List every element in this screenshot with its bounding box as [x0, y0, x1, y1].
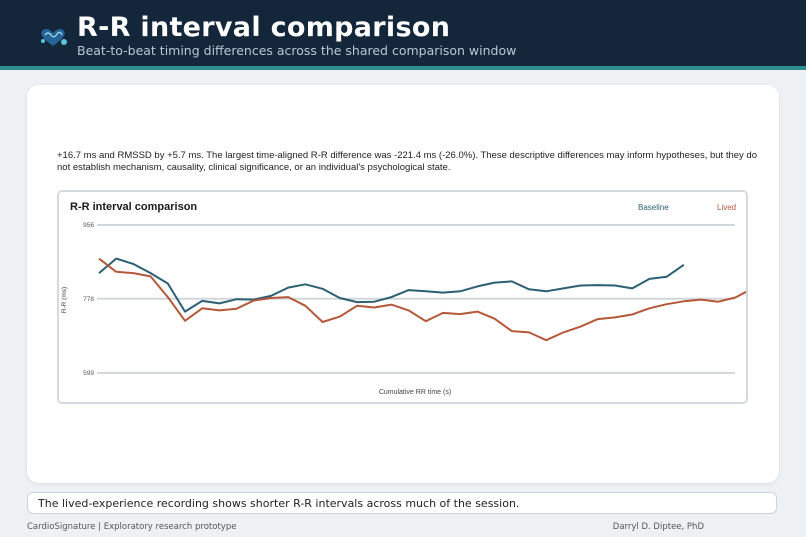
y-tick-label-1: 778 — [83, 296, 94, 303]
footer-app-label: CardioSignature | Exploratory research p… — [27, 522, 237, 532]
summary-text: +16.7 ms and RMSSD by +5.7 ms. The large… — [57, 150, 757, 173]
legend-lived: Lived — [717, 203, 736, 212]
chart-panel: R-R interval comparison Baseline Lived R… — [57, 190, 748, 404]
footer-author: Darryl D. Diptee, PhD — [612, 522, 704, 532]
legend-baseline: Baseline — [638, 203, 669, 212]
y-tick-label-2: 956 — [83, 222, 94, 229]
x-axis-label: Cumulative RR time (s) — [379, 389, 451, 396]
footer-note: The lived-experience recording shows sho… — [27, 492, 777, 514]
heart-brain-icon — [41, 28, 67, 46]
chart-title: R-R interval comparison — [70, 201, 197, 213]
series-line-lived — [98, 257, 746, 342]
y-axis-label: R-R (ms) — [61, 287, 68, 313]
page-title: R-R interval comparison — [77, 12, 451, 43]
page-subtitle: Beat-to-beat timing differences across t… — [77, 43, 517, 58]
y-tick-label-0: 599 — [83, 370, 94, 377]
app-header: R-R interval comparison Beat-to-beat tim… — [0, 0, 806, 66]
content-card: +16.7 ms and RMSSD by +5.7 ms. The large… — [27, 85, 779, 483]
header-accent-stripe — [0, 66, 806, 70]
series-line-baseline — [98, 257, 685, 313]
rr-chart: R-R interval comparison Baseline Lived R… — [61, 201, 746, 396]
